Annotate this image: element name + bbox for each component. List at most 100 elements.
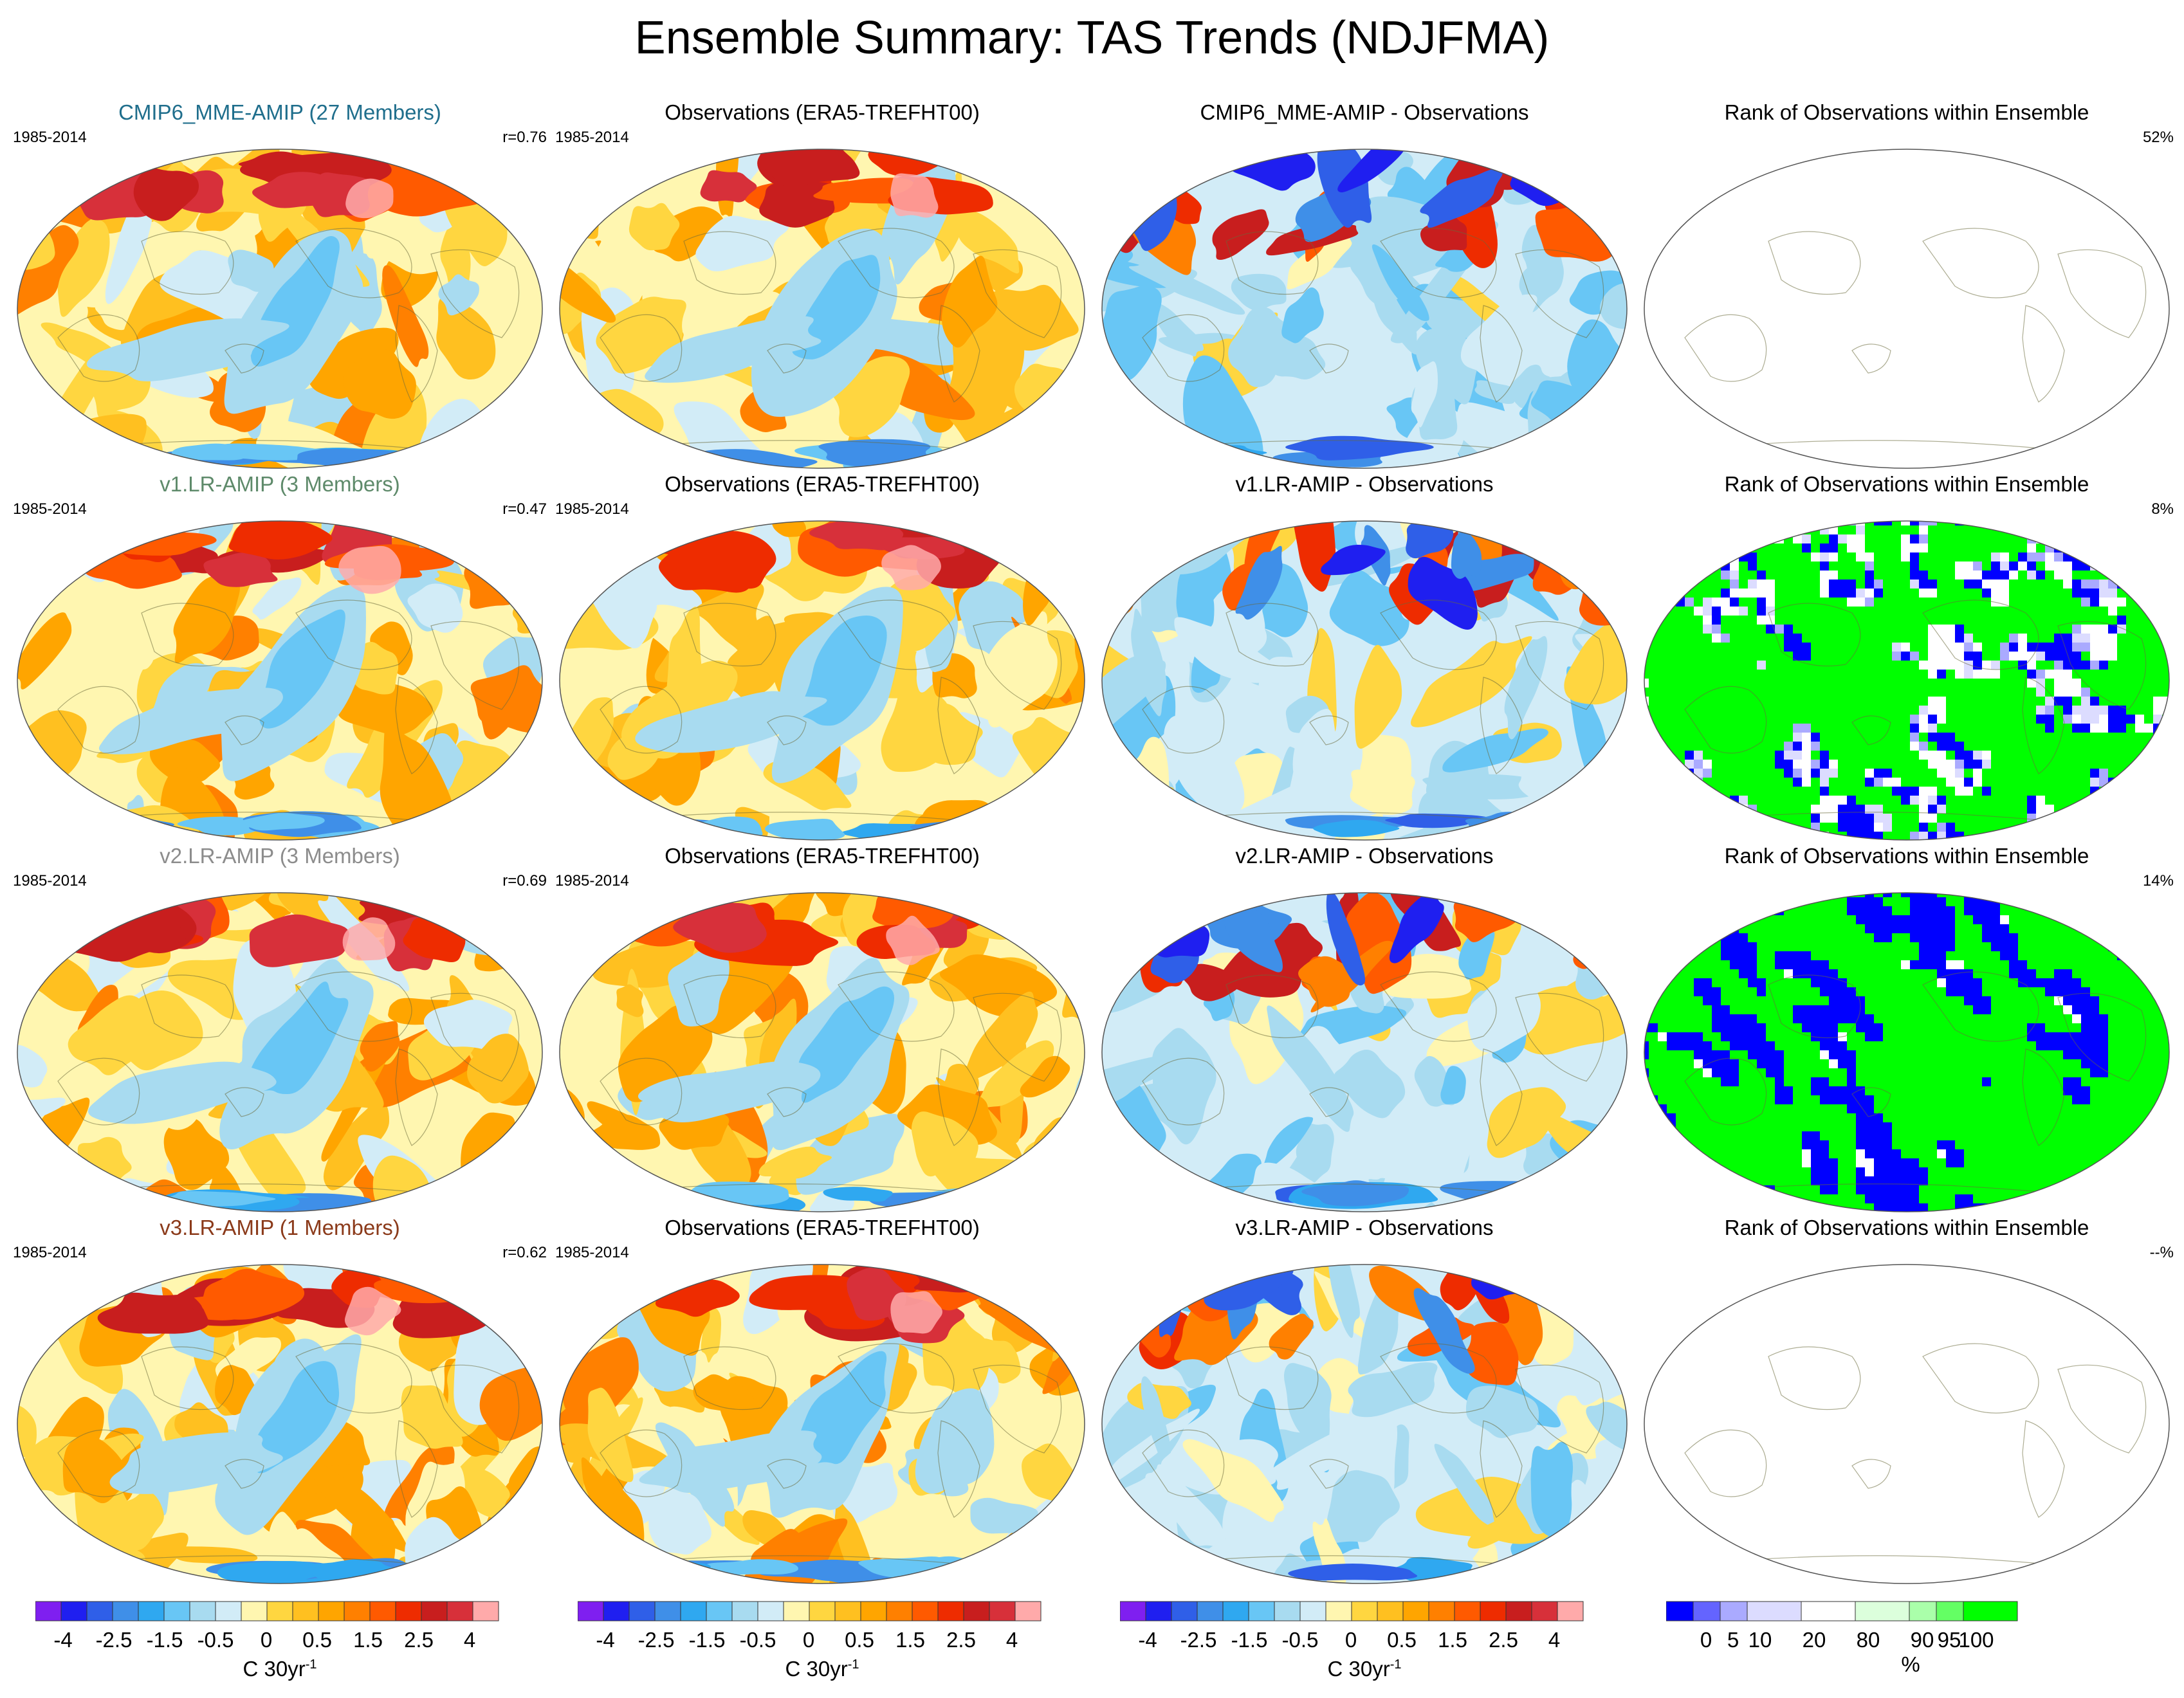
colorbar-tick-label: 0 — [1700, 1628, 1712, 1652]
period-label: 1985-2014 — [13, 129, 87, 146]
colorbar-swatch — [629, 1601, 656, 1621]
colorbar-tick-label: -2.5 — [1180, 1628, 1217, 1652]
colorbar-swatch — [1014, 1601, 1042, 1621]
colorbar-swatch — [1557, 1601, 1584, 1621]
trend-map — [17, 892, 543, 1212]
colorbar-swatch — [138, 1601, 165, 1621]
period-label: 1985-2014 — [555, 1244, 629, 1261]
panel-stat: 52% — [2142, 129, 2174, 146]
colorbar-tick-label: -1.5 — [146, 1628, 183, 1652]
trend-map — [17, 1264, 543, 1584]
panel-title: v1.LR-AMIP (3 Members) — [160, 472, 400, 496]
colorbar-swatch — [937, 1601, 964, 1621]
colorbar-swatch — [60, 1601, 87, 1621]
colorbar-swatch — [1325, 1601, 1352, 1621]
panel-stat: 8% — [2151, 500, 2174, 518]
colorbar-swatch — [112, 1601, 139, 1621]
colorbar-swatch — [421, 1601, 448, 1621]
colorbar-swatch — [912, 1601, 939, 1621]
colorbar-swatch — [1351, 1601, 1378, 1621]
colorbar-tick-label: 0.5 — [1387, 1628, 1417, 1652]
colorbar-tick-label: 0.5 — [845, 1628, 874, 1652]
colorbar-swatch — [1299, 1601, 1326, 1621]
panel-title: Observations (ERA5-TREFHT00) — [665, 844, 980, 868]
colorbar-swatch — [1747, 1601, 1802, 1621]
colorbar-swatch — [963, 1601, 990, 1621]
colorbar-trend-3: -4 -2.5 -1.5 -0.5 0 0.5 1.5 2.5 4 C 30yr-1 — [1120, 1600, 1609, 1681]
panel-obs-row2: Observations (ERA5-TREFHT00) 1985-2014 — [555, 471, 1089, 844]
colorbar-trend-1: -4 -2.5 -1.5 -0.5 0 0.5 1.5 2.5 4 C 30yr-1 — [35, 1600, 524, 1681]
colorbar-swatch — [344, 1601, 371, 1621]
colorbar-tick-label: 4 — [463, 1628, 476, 1652]
colorbar-tick-label: 90 — [1910, 1628, 1934, 1652]
difference-map — [1101, 892, 1628, 1212]
colorbar-swatch — [1531, 1601, 1558, 1621]
colorbar-tick-label: 2.5 — [1489, 1628, 1518, 1652]
period-label: 1985-2014 — [555, 129, 629, 146]
colorbar-swatch — [446, 1601, 473, 1621]
period-label: 1985-2014 — [555, 500, 629, 518]
panel-title: v2.LR-AMIP (3 Members) — [160, 844, 400, 868]
colorbar-swatch — [163, 1601, 190, 1621]
colorbar-swatches — [35, 1601, 499, 1621]
colorbar-tick-label: 80 — [1856, 1628, 1880, 1652]
panel-title: v3.LR-AMIP - Observations — [1235, 1216, 1494, 1239]
panel-obs-row1: Observations (ERA5-TREFHT00) 1985-2014 — [555, 100, 1089, 473]
colorbar-swatch — [1248, 1601, 1275, 1621]
colorbar-tick-label: 5 — [1727, 1628, 1739, 1652]
period-label: 1985-2014 — [13, 872, 87, 890]
colorbar-swatch — [1171, 1601, 1198, 1621]
colorbar-swatch — [731, 1601, 758, 1621]
colorbar-swatches — [1666, 1601, 2018, 1621]
colorbar-swatch — [1480, 1601, 1507, 1621]
colorbar-swatch — [860, 1601, 887, 1621]
panel-model-row4: v3.LR-AMIP (1 Members) 1985-2014 r=0.62 — [13, 1215, 547, 1588]
colorbar-swatch — [1402, 1601, 1429, 1621]
colorbar-swatches — [1120, 1601, 1584, 1621]
panel-diff-row2: v1.LR-AMIP - Observations — [1097, 471, 1631, 844]
trend-map — [559, 1264, 1085, 1584]
panel-stat: r=0.76 — [502, 129, 547, 146]
colorbar-swatch — [1801, 1601, 1856, 1621]
rank-map — [1644, 520, 2170, 841]
colorbar-tick-label: -0.5 — [1281, 1628, 1319, 1652]
trend-map — [559, 520, 1085, 841]
colorbar-trend-2: -4 -2.5 -1.5 -0.5 0 0.5 1.5 2.5 4 C 30yr-1 — [578, 1600, 1067, 1681]
difference-map — [1101, 520, 1628, 841]
colorbar-tick-label: 10 — [1748, 1628, 1772, 1652]
colorbar-unit: C 30yr-1 — [785, 1657, 859, 1681]
panel-title: Observations (ERA5-TREFHT00) — [665, 472, 980, 496]
colorbar-unit: % — [1901, 1652, 1920, 1676]
colorbar-swatch — [1145, 1601, 1172, 1621]
difference-map — [1101, 1264, 1628, 1584]
panel-title: Rank of Observations within Ensemble — [1724, 472, 2089, 496]
panel-stat: r=0.62 — [502, 1244, 547, 1261]
colorbar-swatch — [886, 1601, 913, 1621]
colorbar-tick-label: 4 — [1548, 1628, 1561, 1652]
colorbar-swatch — [35, 1601, 62, 1621]
colorbar-unit: C 30yr-1 — [243, 1657, 317, 1681]
panel-rank-row2: Rank of Observations within Ensemble 8% — [1640, 471, 2174, 844]
colorbar-tick-label: 95 — [1937, 1628, 1961, 1652]
colorbar-swatch — [783, 1601, 810, 1621]
period-label: 1985-2014 — [13, 1244, 87, 1261]
colorbar-swatch — [603, 1601, 630, 1621]
rank-map — [1644, 1264, 2170, 1584]
panel-diff-row3: v2.LR-AMIP - Observations — [1097, 843, 1631, 1216]
colorbar-tick-label: -4 — [1138, 1628, 1157, 1652]
colorbar-tick-label: 0 — [260, 1628, 273, 1652]
colorbar-swatch — [292, 1601, 319, 1621]
panel-diff-row4: v3.LR-AMIP - Observations — [1097, 1215, 1631, 1588]
colorbar-swatch — [1428, 1601, 1455, 1621]
colorbar-unit: C 30yr-1 — [1327, 1657, 1402, 1681]
panel-title: CMIP6_MME-AMIP (27 Members) — [118, 100, 441, 124]
colorbar-tick-label: -4 — [53, 1628, 73, 1652]
colorbar-tick-label: 1.5 — [1438, 1628, 1467, 1652]
colorbar-swatch — [1936, 1601, 1964, 1621]
colorbar-tick-label: 1.5 — [895, 1628, 925, 1652]
panel-title: Observations (ERA5-TREFHT00) — [665, 1216, 980, 1239]
colorbar-swatch — [834, 1601, 861, 1621]
panel-title: Rank of Observations within Ensemble — [1724, 1216, 2089, 1239]
colorbar-swatch — [369, 1601, 396, 1621]
panel-title: Rank of Observations within Ensemble — [1724, 100, 2089, 124]
